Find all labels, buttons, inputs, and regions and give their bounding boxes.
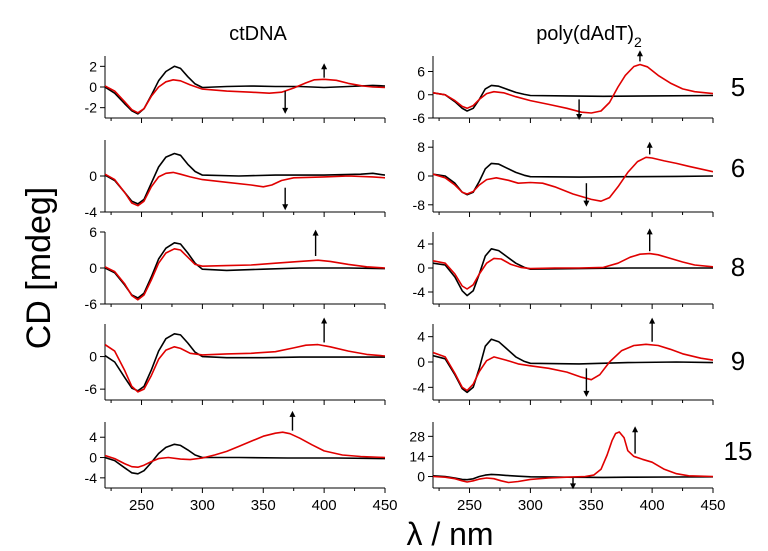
panel-polydadt-8-arrow-up-head bbox=[646, 228, 653, 235]
panel-polydadt-15-y-tick-label: 14 bbox=[409, 448, 425, 464]
panel-polydadt-15-y-tick-label: 0 bbox=[417, 469, 425, 485]
panel-polydadt-9-arrow-down-head bbox=[583, 390, 590, 397]
panel-ctdna-15-spectrum-with-compound bbox=[105, 431, 385, 468]
panel-ctdna-5-spectrum-dna-only bbox=[105, 65, 385, 115]
panel-polydadt-8-y-tick-label: -4 bbox=[413, 284, 426, 300]
panel-polydadt-8-spectrum-with-compound bbox=[433, 252, 713, 290]
panel-ctdna-15-y-tick-label: -4 bbox=[85, 470, 98, 486]
panel-polydadt-5-spectrum-dna-only bbox=[433, 84, 713, 112]
panel-ctdna-5: 2 0 -2 bbox=[85, 56, 386, 123]
panel-ctdna-8-y-tick-label: -6 bbox=[85, 296, 98, 312]
x-axis-label: λ / nm bbox=[406, 516, 493, 551]
panel-ctdna-15-y-tick-label: 0 bbox=[89, 450, 97, 466]
panel-ctdna-15: 250 300 350 400 450 4 0 -4 bbox=[85, 410, 398, 514]
row-label-8: 8 bbox=[731, 252, 745, 282]
panels-group: 2 0 -2 6 0 -6 0 -4 8 0 -8 6 0 -6 4 0 -4 0 -6 4 0 -4 250 300 350 4… bbox=[85, 50, 726, 514]
row-label-9: 9 bbox=[731, 346, 745, 376]
panel-polydadt-15-y-tick-label: 28 bbox=[409, 428, 425, 444]
panel-ctdna-15-x-tick-label: 300 bbox=[190, 497, 215, 514]
panel-polydadt-5-arrow-down-head bbox=[576, 113, 583, 120]
panel-polydadt-5-y-tick-label: -6 bbox=[413, 110, 426, 126]
panel-polydadt-9-arrow-up-head bbox=[649, 317, 656, 324]
panel-ctdna-6-spectrum-dna-only bbox=[105, 152, 385, 205]
panel-polydadt-8-y-tick-label: 4 bbox=[417, 236, 425, 252]
column-title-polydadt-subscript: 2 bbox=[634, 34, 642, 50]
panel-polydadt-9-y-tick-label: 4 bbox=[417, 329, 425, 345]
column-title-ctdna: ctDNA bbox=[229, 23, 287, 45]
panel-polydadt-6-y-tick-label: 0 bbox=[417, 168, 425, 184]
panel-polydadt-15-x-tick-label: 350 bbox=[579, 497, 604, 514]
panel-polydadt-8: 4 0 -4 bbox=[413, 228, 714, 309]
panel-polydadt-9-y-tick-label: -4 bbox=[413, 379, 426, 395]
panel-polydadt-15: 250 300 350 400 450 28 14 0 bbox=[409, 422, 726, 514]
panel-ctdna-8-arrow-up-head bbox=[312, 229, 319, 236]
panel-polydadt-15-arrow-down-head bbox=[570, 483, 576, 490]
panel-ctdna-9-arrow-up-head bbox=[321, 317, 328, 324]
panel-polydadt-5-spectrum-with-compound bbox=[433, 63, 713, 114]
panel-ctdna-15-y-tick-label: 4 bbox=[89, 429, 97, 445]
row-label-15: 15 bbox=[724, 436, 753, 466]
panel-ctdna-5-arrow-up-head bbox=[321, 63, 328, 70]
panel-ctdna-9-y-tick-label: 0 bbox=[89, 349, 97, 365]
panel-polydadt-15-arrow-up-head bbox=[632, 426, 639, 433]
panel-polydadt-6-arrow-down-head bbox=[583, 200, 590, 207]
panel-ctdna-15-x-tick-label: 400 bbox=[312, 497, 337, 514]
panel-polydadt-9-y-tick-label: 0 bbox=[417, 354, 425, 370]
panel-ctdna-6-arrow-down-head bbox=[282, 204, 289, 211]
panel-ctdna-6-y-tick-label: 0 bbox=[89, 168, 97, 184]
panel-polydadt-6: 8 0 -8 bbox=[413, 139, 714, 217]
panel-ctdna-15-spectrum-dna-only bbox=[105, 443, 385, 475]
panel-polydadt-8-spectrum-dna-only bbox=[433, 248, 713, 297]
panel-ctdna-5-y-tick-label: 2 bbox=[89, 58, 97, 74]
panel-polydadt-15-spectrum-with-compound bbox=[433, 431, 713, 484]
panel-polydadt-6-y-tick-label: -8 bbox=[413, 197, 426, 213]
panel-ctdna-6-spectrum-with-compound bbox=[105, 171, 385, 207]
panel-ctdna-9-spectrum-dna-only bbox=[105, 333, 385, 392]
panel-ctdna-6: 0 -4 bbox=[85, 140, 386, 220]
panel-polydadt-6-arrow-up-head bbox=[646, 141, 653, 148]
panel-polydadt-5-arrow-up-head bbox=[636, 50, 643, 57]
panel-polydadt-5: 6 0 -6 bbox=[413, 50, 714, 126]
panel-ctdna-15-x-tick-label: 450 bbox=[372, 497, 397, 514]
panel-ctdna-15-arrow-up-head bbox=[289, 410, 296, 417]
panel-ctdna-6-y-tick-label: -4 bbox=[85, 204, 98, 220]
panel-polydadt-15-x-tick-label: 250 bbox=[457, 497, 482, 514]
column-title-polydadt: poly(dAdT)2 bbox=[536, 23, 642, 50]
row-label-6: 6 bbox=[731, 153, 745, 183]
panel-ctdna-5-y-tick-label: 0 bbox=[89, 79, 97, 95]
panel-polydadt-9-spectrum-with-compound bbox=[433, 343, 713, 392]
panel-polydadt-6-y-tick-label: 8 bbox=[417, 139, 425, 155]
panel-ctdna-5-arrow-down-head bbox=[282, 107, 289, 114]
panel-polydadt-8-y-tick-label: 0 bbox=[417, 260, 425, 276]
panel-ctdna-8-y-tick-label: 6 bbox=[89, 224, 97, 240]
y-axis-label: CD [mdeg] bbox=[20, 187, 58, 350]
panel-ctdna-9: 0 -6 bbox=[85, 317, 386, 405]
panel-ctdna-5-y-tick-label: -2 bbox=[85, 100, 98, 116]
panel-ctdna-8-spectrum-with-compound bbox=[105, 248, 385, 301]
panel-ctdna-9-y-tick-label: -6 bbox=[85, 381, 98, 397]
panel-ctdna-9-spectrum-with-compound bbox=[105, 343, 385, 393]
panel-ctdna-8-y-tick-label: 0 bbox=[89, 260, 97, 276]
panel-ctdna-15-x-tick-label: 350 bbox=[251, 497, 276, 514]
panel-ctdna-5-spectrum-with-compound bbox=[105, 78, 385, 114]
column-title-polydadt-main: poly(dAdT) bbox=[536, 23, 634, 45]
panel-polydadt-15-spectrum-dna-only bbox=[433, 473, 713, 481]
panel-ctdna-8: 6 0 -6 bbox=[85, 224, 386, 312]
panel-polydadt-15-x-tick-label: 300 bbox=[518, 497, 543, 514]
row-label-5: 5 bbox=[731, 72, 745, 102]
panel-polydadt-6-spectrum-with-compound bbox=[433, 156, 713, 202]
panel-polydadt-9: 4 0 -4 bbox=[413, 317, 714, 405]
panel-polydadt-15-x-tick-label: 450 bbox=[700, 497, 725, 514]
panel-polydadt-5-y-tick-label: 6 bbox=[417, 64, 425, 80]
panel-ctdna-15-x-tick-label: 250 bbox=[129, 497, 154, 514]
panel-polydadt-9-spectrum-dna-only bbox=[433, 338, 713, 394]
panel-polydadt-15-x-tick-label: 400 bbox=[640, 497, 665, 514]
panel-polydadt-5-y-tick-label: 0 bbox=[417, 87, 425, 103]
